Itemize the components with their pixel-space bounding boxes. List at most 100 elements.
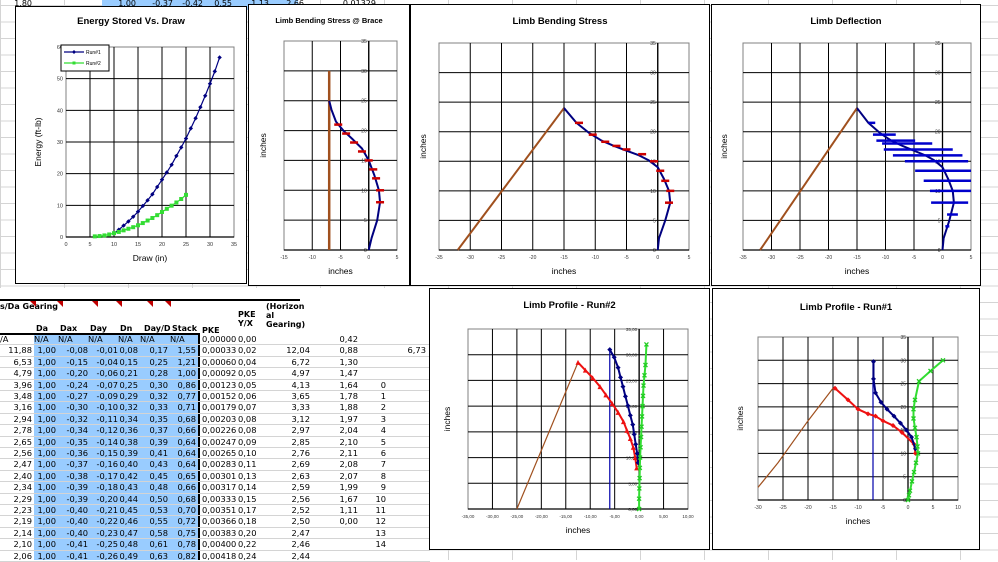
table-cell[interactable] [386, 516, 426, 527]
table-cell[interactable]: 2,46 [291, 539, 310, 550]
table-cell[interactable]: 0,49 [119, 550, 138, 561]
table-cell[interactable]: 1,97 [339, 413, 358, 424]
table-cell[interactable]: -0,08 [66, 345, 88, 356]
table-cell[interactable] [386, 459, 426, 470]
table-cell[interactable]: 0,00152 [202, 391, 236, 401]
table-cell[interactable] [386, 505, 426, 516]
table-cell[interactable]: -0,14 [96, 436, 118, 447]
table-cell[interactable]: 3 [380, 413, 386, 424]
table-cell[interactable] [386, 539, 426, 550]
table-cell[interactable]: 2,94 [13, 413, 32, 424]
table-cell[interactable]: 2,78 [13, 425, 32, 436]
table-cell[interactable]: 0,45 [119, 505, 138, 515]
table-cell[interactable]: -0,18 [96, 482, 118, 493]
table-cell[interactable]: 1,47 [339, 368, 358, 379]
table-cell[interactable]: 3,33 [291, 402, 310, 413]
table-cell[interactable]: 0,00400 [202, 539, 236, 550]
table-cell[interactable]: 11 [375, 505, 386, 515]
chart-limb-profile-run2[interactable]: Limb Profile - Run#2 -35,00 -30,00 -25,00 -2… [429, 288, 710, 550]
table-cell[interactable]: 2,19 [13, 516, 32, 527]
table-cell[interactable]: -0,32 [66, 413, 88, 424]
table-cell[interactable]: 2,47 [13, 459, 32, 470]
table-cell[interactable]: 0,38 [119, 436, 138, 447]
table-cell[interactable]: 0,00060 [202, 356, 236, 367]
table-cell[interactable]: 2,44 [291, 550, 310, 561]
table-cell[interactable]: 0,43 [119, 482, 138, 493]
table-cell[interactable]: 0,45 [149, 470, 168, 481]
table-cell[interactable]: 2,47 [291, 527, 310, 538]
table-cell[interactable]: 0,64 [177, 459, 196, 470]
table-cell[interactable]: 11,88 [8, 345, 32, 356]
table-cell[interactable]: 0,08 [238, 425, 257, 436]
table-cell[interactable]: 0,08 [238, 413, 257, 424]
table-cell[interactable]: 0,32 [149, 391, 168, 401]
table-cell[interactable]: 0,17 [149, 345, 168, 356]
table-cell[interactable]: 2,59 [291, 482, 310, 493]
table-cell[interactable]: -0,25 [96, 539, 118, 550]
table-cell[interactable]: 0,50 [149, 493, 168, 504]
table-cell[interactable]: 3,12 [291, 413, 310, 424]
table-cell[interactable] [386, 425, 426, 436]
table-cell[interactable]: 0,00203 [202, 413, 236, 424]
table-cell[interactable]: 0,00418 [202, 550, 236, 561]
table-cell[interactable] [386, 494, 426, 505]
table-cell[interactable]: 0,33 [149, 402, 168, 413]
table-cell[interactable]: 1,00 [37, 470, 56, 481]
top-row-cell[interactable]: 1,00 [118, 0, 136, 8]
table-cell[interactable]: 4,97 [291, 368, 310, 379]
table-cell[interactable]: N/A [170, 334, 185, 344]
table-cell[interactable]: 0,07 [238, 402, 257, 413]
table-cell[interactable]: 2,63 [291, 470, 310, 481]
table-cell[interactable]: 0,00226 [202, 425, 236, 436]
table-cell[interactable]: 1,21 [177, 356, 196, 367]
table-cell[interactable]: 0,00366 [202, 516, 236, 527]
table-cell[interactable]: 0,37 [149, 425, 168, 436]
table-cell[interactable]: 0,48 [119, 539, 138, 550]
chart-limb-bending-stress[interactable]: Limb Bending Stress -35 -30 -25 -20 -15 -10 -5 0… [410, 4, 710, 286]
table-cell[interactable]: 1,00 [37, 413, 56, 424]
table-cell[interactable]: 0,28 [149, 368, 168, 379]
table-cell[interactable]: 0,29 [119, 391, 138, 401]
table-cell[interactable]: 0,35 [149, 413, 168, 424]
table-cell[interactable]: 1,00 [37, 539, 56, 550]
table-cell[interactable]: 6,72 [291, 356, 310, 367]
table-cell[interactable]: 0,00383 [202, 527, 236, 538]
table-cell[interactable]: 0,24 [238, 550, 257, 561]
table-cell[interactable]: -0,35 [66, 436, 88, 447]
table-cell[interactable]: 0,32 [119, 402, 138, 413]
top-row-cell[interactable]: 1,80 [14, 0, 32, 8]
table-cell[interactable]: 1,00 [37, 368, 56, 379]
table-cell[interactable]: 0,00283 [202, 459, 236, 470]
table-cell[interactable]: -0,11 [96, 413, 118, 424]
table-cell[interactable]: 0,00333 [202, 493, 236, 504]
table-cell[interactable]: 0,15 [119, 356, 138, 367]
table-cell[interactable]: 1,00 [37, 436, 56, 447]
top-row-cell[interactable]: 1,13 [213, 0, 269, 10]
table-cell[interactable]: 2 [380, 402, 386, 413]
table-cell[interactable]: 0,61 [149, 539, 168, 550]
table-cell[interactable]: 0,34 [119, 413, 138, 424]
table-cell[interactable]: 0,02 [238, 345, 257, 356]
table-cell[interactable]: 2,08 [339, 459, 358, 470]
table-cell[interactable]: 7 [380, 459, 386, 470]
table-cell[interactable] [386, 380, 426, 391]
table-cell[interactable] [310, 539, 358, 550]
table-cell[interactable]: -0,37 [66, 459, 88, 470]
table-cell[interactable]: 1,30 [339, 356, 358, 367]
table-cell[interactable]: 1,00 [177, 368, 196, 379]
table-cell[interactable]: 0,00033 [202, 345, 236, 356]
table-cell[interactable]: 0,63 [149, 550, 168, 561]
table-cell[interactable]: 2,29 [13, 493, 32, 504]
table-cell[interactable]: 0,40 [119, 459, 138, 470]
table-cell[interactable]: 1,00 [37, 527, 56, 538]
table-cell[interactable]: 8 [380, 470, 386, 481]
table-cell[interactable]: 0,68 [177, 413, 196, 424]
table-cell[interactable]: 3,48 [13, 391, 32, 401]
table-cell[interactable]: 0,08 [119, 345, 138, 356]
table-cell[interactable]: 2,10 [13, 539, 32, 550]
table-cell[interactable]: 2,85 [291, 436, 310, 447]
table-cell[interactable]: -0,41 [66, 539, 88, 550]
chart-limb-bending-stress-brace[interactable]: Limb Bending Stress @ Brace -15 -10 -5 0 5 0 5 1… [248, 4, 410, 286]
table-cell[interactable] [360, 357, 386, 368]
table-cell[interactable] [386, 368, 426, 379]
